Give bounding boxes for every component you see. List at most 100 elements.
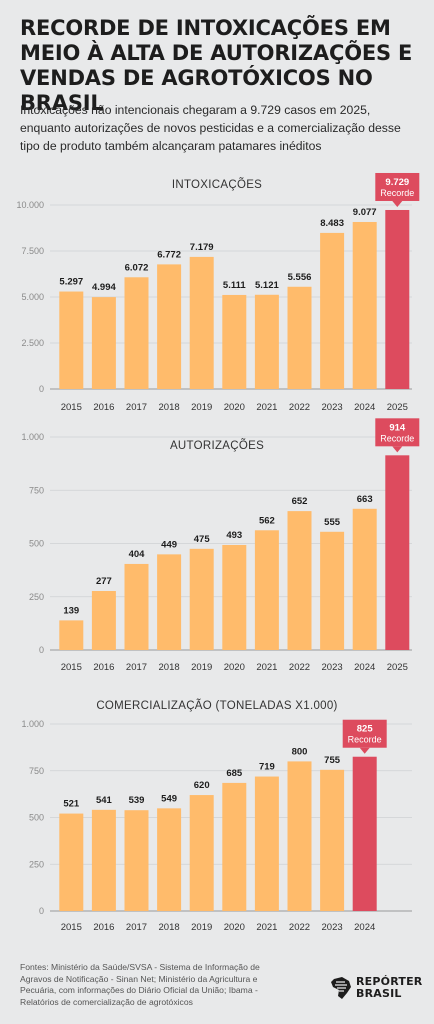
headline: RECORDE DE INTOXICAÇÕES EM MEIO À ALTA D… — [20, 16, 413, 115]
chart-3-record-callout — [342, 719, 387, 748]
chart-1-data-label: 6.772 — [157, 249, 181, 260]
logo-wordmark: REPÓRTER BRASIL — [356, 976, 422, 1000]
chart-1-y-tick-label: 0 — [39, 384, 44, 394]
chart-1-y-tick-label: 2.500 — [21, 338, 44, 348]
chart-2-x-tick-label: 2016 — [93, 662, 114, 673]
brazil-map-icon — [331, 977, 351, 999]
chart-3-y-tick-label: 1.000 — [21, 719, 44, 729]
chart-1-x-tick-label: 2025 — [387, 402, 408, 413]
chart-2-record-bar — [385, 455, 410, 650]
chart-1-x-tick-label: 2016 — [93, 402, 114, 413]
chart-2-title: AUTORIZAÇÕES — [170, 439, 264, 452]
charts-area: INTOXICAÇÕES 0 2.500 5.000 7.500 10.000 2015 5.… — [16, 172, 420, 933]
chart-2-x-tick-label: 2023 — [322, 662, 343, 673]
chart-3-data-label: 521 — [63, 799, 80, 810]
chart-2-bar — [91, 590, 116, 650]
chart-1-record-bar — [385, 209, 410, 389]
chart-1-bar — [59, 291, 84, 389]
chart-2-x-tick-label: 2017 — [126, 662, 147, 673]
chart-1-x-tick-label: 2020 — [224, 402, 245, 413]
chart-3-y-tick-label: 500 — [29, 813, 44, 823]
chart-2-y-tick-label: 250 — [29, 592, 44, 602]
chart-1-bar — [254, 294, 279, 389]
sources-footnote: Fontes: Ministério da Saúde/SVSA - Siste… — [20, 962, 260, 1007]
chart-1-x-tick-label: 2018 — [159, 402, 180, 413]
chart-1-data-label: 8.483 — [320, 218, 344, 229]
chart-2-data-label: 652 — [292, 496, 308, 507]
chart-3-x-tick-label: 2022 — [289, 922, 310, 933]
chart-3-x-tick-label: 2024 — [354, 922, 375, 933]
chart-3-x-tick-label: 2016 — [93, 922, 114, 933]
chart-3-x-tick-label: 2017 — [126, 922, 147, 933]
chart-1-record-callout — [375, 172, 420, 201]
chart-3-x-tick-label: 2015 — [61, 922, 82, 933]
chart-1-y-tick-label: 7.500 — [21, 246, 44, 256]
chart-2-bar — [157, 554, 182, 650]
chart-1-y-tick-label: 10.000 — [16, 200, 44, 210]
chart-1-data-label: 7.179 — [190, 242, 214, 253]
chart-1-record-label: Recorde — [380, 188, 414, 198]
chart-1-y-tick-label: 5.000 — [21, 292, 44, 302]
chart-1-x-tick-label: 2022 — [289, 402, 310, 413]
chart-3-x-tick-label: 2018 — [159, 922, 180, 933]
chart-2-x-tick-label: 2020 — [224, 662, 245, 673]
chart-3-y-tick-label: 0 — [39, 906, 44, 916]
chart-1-data-label: 5.556 — [288, 272, 312, 283]
chart-3-y-tick-label: 250 — [29, 859, 44, 869]
chart-1-x-tick-label: 2024 — [354, 402, 375, 413]
chart-2-data-label: 475 — [194, 534, 211, 545]
chart-3-bar — [189, 795, 214, 911]
chart-3-data-label: 755 — [324, 755, 341, 766]
chart-2-data-label: 663 — [357, 494, 373, 505]
chart-1-record-callout-pointer — [392, 200, 403, 207]
chart-1-bar — [157, 264, 182, 389]
chart-2-record-callout-pointer — [392, 446, 403, 453]
chart-3-x-tick-label: 2021 — [256, 922, 277, 933]
chart-3-data-label: 685 — [226, 768, 243, 779]
chart-2-data-label: 404 — [129, 549, 146, 560]
chart-1-bar — [222, 294, 247, 389]
chart-2-bar — [124, 563, 149, 650]
reporter-brasil-logo: REPÓRTER BRASIL — [330, 974, 422, 1004]
chart-2-bar — [352, 508, 377, 650]
chart-2-x-tick-label: 2025 — [387, 662, 408, 673]
chart-2-record-callout — [375, 418, 420, 447]
chart-2-data-label: 562 — [259, 515, 275, 526]
chart-3-data-label: 825 — [357, 724, 374, 735]
chart-3-bar — [124, 810, 149, 911]
chart-3-bar — [222, 782, 247, 911]
chart-3-x-tick-label: 2023 — [322, 922, 343, 933]
chart-2-x-tick-label: 2022 — [289, 662, 310, 673]
chart-2-data-label: 914 — [389, 422, 406, 433]
chart-3-bar — [287, 761, 312, 911]
chart-2-data-label: 449 — [161, 539, 177, 550]
chart-1-x-tick-label: 2017 — [126, 402, 147, 413]
chart-2-y-tick-label: 500 — [29, 539, 44, 549]
chart-3-data-label: 539 — [129, 795, 145, 806]
chart-3-data-label: 800 — [292, 746, 308, 757]
chart-1-x-tick-label: 2015 — [61, 402, 82, 413]
logo-line-2: BRASIL — [356, 987, 402, 1000]
chart-1-bar — [124, 277, 149, 389]
chart-2-bar — [59, 620, 84, 650]
chart-1-data-label: 9.077 — [353, 207, 377, 218]
chart-3-data-label: 719 — [259, 762, 275, 773]
chart-3-data-label: 549 — [161, 793, 177, 804]
chart-1-data-label: 9.729 — [385, 177, 409, 188]
chart-3-bar — [59, 813, 84, 911]
chart-2-bar — [320, 531, 345, 650]
chart-3-bar — [320, 769, 345, 911]
chart-1-bar — [287, 286, 312, 389]
chart-2-bar — [189, 548, 214, 650]
chart-2-data-label: 277 — [96, 576, 112, 587]
chart-3-title: COMERCIALIZAÇÃO (TONELADAS X1.000) — [96, 699, 337, 712]
chart-3-record-bar — [352, 756, 377, 911]
chart-3-bar — [254, 776, 279, 911]
chart-2-data-label: 139 — [63, 605, 79, 616]
chart-1-x-tick-label: 2019 — [191, 402, 212, 413]
chart-2-record-label: Recorde — [380, 433, 414, 443]
logo-line-1: REPÓRTER — [356, 975, 423, 988]
chart-3-data-label: 620 — [194, 780, 210, 791]
chart-1-bar — [189, 256, 214, 389]
chart-1-title: INTOXICAÇÕES — [172, 178, 262, 191]
